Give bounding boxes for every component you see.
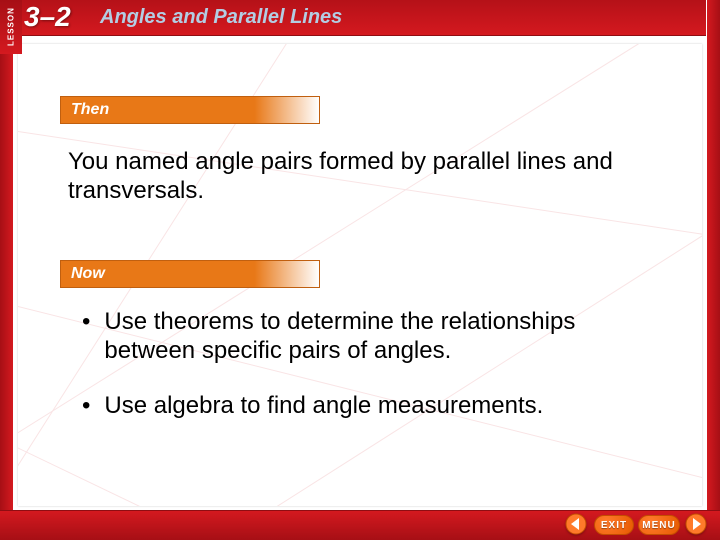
frame-left bbox=[0, 0, 14, 540]
exit-label: EXIT bbox=[601, 520, 627, 531]
chevron-left-icon bbox=[565, 513, 587, 535]
slide: LESSON 3–2 Angles and Parallel Lines The… bbox=[0, 0, 720, 540]
list-item: • Use algebra to find angle measurements… bbox=[82, 392, 652, 421]
content-panel: Then You named angle pairs formed by par… bbox=[18, 44, 702, 506]
prev-button[interactable] bbox=[564, 512, 588, 536]
lesson-number: 3–2 bbox=[24, 1, 71, 33]
then-text: You named angle pairs formed by parallel… bbox=[68, 148, 638, 206]
list-item: • Use theorems to determine the relation… bbox=[82, 308, 652, 366]
now-label: Now bbox=[60, 260, 320, 288]
lesson-tab: LESSON bbox=[0, 0, 22, 54]
bullet-icon: • bbox=[82, 392, 90, 421]
now-block: • Use theorems to determine the relation… bbox=[82, 308, 652, 446]
menu-label: MENU bbox=[642, 520, 675, 531]
bullet-icon: • bbox=[82, 308, 90, 366]
frame-right bbox=[706, 0, 720, 540]
next-button[interactable] bbox=[684, 512, 708, 536]
exit-button[interactable]: EXIT bbox=[594, 515, 634, 535]
page-title: Angles and Parallel Lines bbox=[100, 6, 342, 29]
chevron-right-icon bbox=[685, 513, 707, 535]
bullet-text: Use algebra to find angle measurements. bbox=[104, 392, 652, 421]
menu-button[interactable]: MENU bbox=[638, 515, 680, 535]
bullet-text: Use theorems to determine the relationsh… bbox=[104, 308, 652, 366]
then-label: Then bbox=[60, 96, 320, 124]
